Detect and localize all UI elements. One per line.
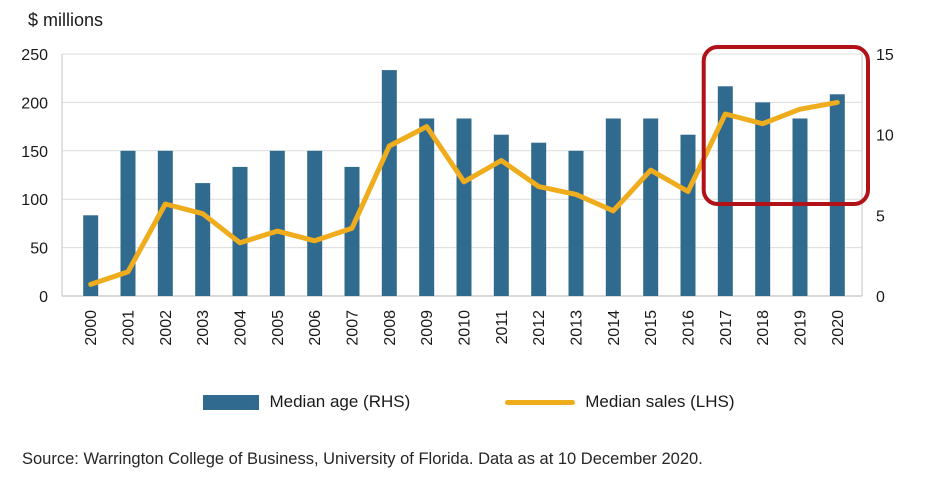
legend-label-median-sales: Median sales (LHS): [585, 392, 735, 411]
x-axis-labels: 2000 2001 2002 2003 2004 2005 2006 2007 2008 2009…: [83, 310, 847, 346]
svg-text:2008: 2008: [382, 310, 399, 346]
svg-text:150: 150: [21, 144, 48, 161]
line-swatch: [505, 399, 576, 405]
svg-text:2015: 2015: [643, 310, 660, 346]
svg-text:0: 0: [876, 289, 885, 306]
svg-text:2005: 2005: [270, 310, 287, 346]
left-axis-labels: 0 50 100 150 200 250: [21, 47, 48, 306]
source-note: Source: Warrington College of Business, …: [22, 450, 703, 468]
legend-label-median-age: Median age (RHS): [269, 392, 411, 411]
svg-text:15: 15: [876, 47, 894, 64]
svg-text:10: 10: [876, 128, 894, 145]
svg-text:2014: 2014: [606, 310, 623, 346]
bar-swatch: [203, 394, 260, 410]
svg-text:2009: 2009: [419, 310, 436, 346]
svg-text:2003: 2003: [195, 310, 212, 346]
median-sales-line: [88, 99, 840, 287]
svg-text:2020: 2020: [830, 310, 847, 346]
highlight-box: [701, 45, 871, 206]
svg-text:2016: 2016: [681, 310, 698, 346]
legend-item-median-age: Median age (RHS): [203, 392, 410, 412]
svg-text:2018: 2018: [755, 310, 772, 346]
svg-text:5: 5: [876, 208, 885, 225]
svg-text:200: 200: [21, 95, 48, 112]
legend-item-median-sales: Median sales (LHS): [505, 392, 735, 412]
svg-text:2010: 2010: [457, 310, 474, 346]
svg-text:2019: 2019: [793, 310, 810, 346]
right-axis-labels: 0 5 10 15: [876, 47, 894, 306]
svg-text:2007: 2007: [345, 310, 362, 346]
svg-text:250: 250: [21, 47, 48, 64]
svg-text:0: 0: [39, 289, 48, 306]
svg-text:2001: 2001: [121, 310, 138, 346]
svg-text:2002: 2002: [158, 310, 175, 346]
svg-text:2017: 2017: [718, 310, 735, 346]
svg-text:100: 100: [21, 192, 48, 209]
legend: Median age (RHS) Median sales (LHS): [0, 392, 938, 412]
axis-unit-label: $ millions: [28, 10, 104, 30]
svg-text:2000: 2000: [83, 310, 100, 346]
svg-text:2011: 2011: [494, 310, 511, 345]
svg-text:2004: 2004: [233, 310, 250, 346]
svg-text:2006: 2006: [307, 310, 324, 346]
svg-text:2012: 2012: [531, 310, 548, 346]
svg-text:2013: 2013: [569, 310, 586, 346]
median-age-bars: [83, 70, 845, 297]
svg-text:50: 50: [30, 241, 48, 258]
